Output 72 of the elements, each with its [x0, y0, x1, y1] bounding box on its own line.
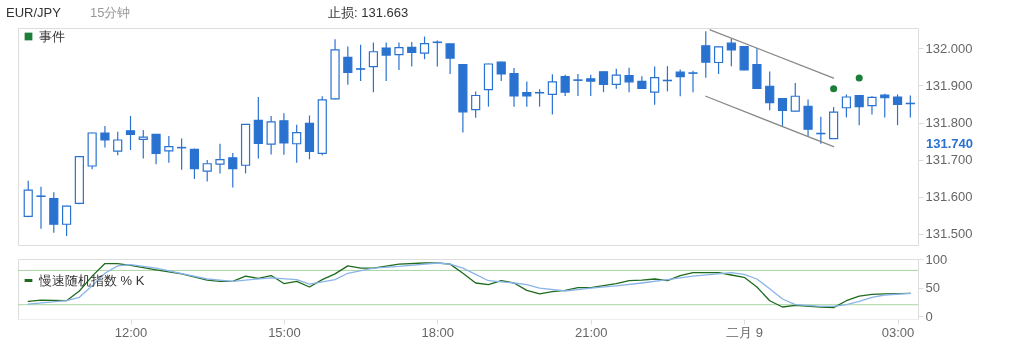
y-tick-label: 100: [925, 251, 948, 267]
candlestick: [471, 90, 481, 119]
candlestick: [560, 74, 570, 97]
candlestick: [151, 133, 161, 165]
candlestick: [100, 125, 110, 149]
y-tick-label: 50: [925, 280, 940, 296]
candlestick: [432, 40, 442, 68]
candlestick: [522, 80, 532, 108]
candlestick: [624, 67, 634, 93]
candlestick: [113, 131, 123, 156]
candlestick: [279, 112, 289, 156]
candlestick: [713, 45, 724, 75]
candlestick: [675, 68, 685, 97]
candlestick: [547, 73, 557, 116]
candlestick: [573, 73, 583, 97]
candlestick: [215, 143, 225, 175]
y-tick-label: 131.800: [925, 115, 973, 131]
candlestick: [509, 67, 519, 108]
x-tick-label: 二月 9: [726, 324, 764, 340]
candlestick: [752, 47, 762, 90]
candlestick: [253, 96, 263, 160]
candlestick: [777, 97, 788, 127]
text: 止损: 131.663: [328, 5, 409, 20]
candlestick: [368, 41, 378, 93]
x-tick-label: 21:00: [574, 324, 608, 340]
x-tick-label: 15:00: [268, 324, 301, 340]
candlestick: [343, 45, 353, 86]
y-tick-label: 0: [925, 308, 933, 324]
candlestick: [381, 41, 391, 82]
candlestick: [701, 30, 711, 79]
chart-title: EUR/JPY: [6, 5, 62, 20]
candlestick: [445, 42, 455, 75]
candlestick: [765, 70, 775, 111]
candlestick: [394, 41, 404, 71]
y-tick-label: 131.500: [925, 226, 973, 242]
candlestick: [407, 41, 417, 68]
candlestick: [739, 45, 749, 71]
chart-subtitle: 15分钟: [90, 5, 131, 20]
candlestick: [292, 124, 302, 164]
y-tick-label: 131.600: [925, 189, 973, 205]
candlestick: [867, 95, 877, 116]
y-tick-label: 131.900: [925, 78, 973, 93]
candlestick: [164, 135, 174, 164]
candlestick: [266, 115, 276, 156]
legend-label: 事件: [39, 28, 65, 44]
y-tick-label: 131.700: [925, 152, 973, 168]
x-tick-label: 12:00: [114, 324, 148, 340]
candlestick: [688, 70, 698, 93]
candlestick: [586, 74, 596, 97]
candlestick: [841, 93, 852, 118]
candlestick: [892, 93, 903, 126]
candlestick: [228, 152, 238, 189]
candlestick: [854, 94, 864, 126]
candlestick: [61, 205, 72, 237]
text: 131.740: [926, 136, 973, 152]
candlestick: [650, 65, 660, 106]
candlestick: [598, 70, 609, 93]
candlestick: [36, 186, 46, 230]
candlestick: [202, 159, 212, 183]
y-tick-label: 132.000: [925, 40, 973, 56]
candlestick: [496, 61, 506, 82]
candlestick: [611, 68, 621, 90]
candlestick: [189, 147, 200, 180]
candlestick: [125, 115, 136, 151]
x-tick-label: 18:00: [421, 324, 455, 340]
candlestick: [726, 38, 736, 67]
candlestick: [138, 129, 148, 160]
x-tick-label: 03:00: [881, 324, 915, 340]
candlestick: [356, 44, 366, 82]
candlestick: [803, 98, 813, 137]
candlestick: [419, 35, 430, 60]
candlestick: [790, 82, 800, 113]
